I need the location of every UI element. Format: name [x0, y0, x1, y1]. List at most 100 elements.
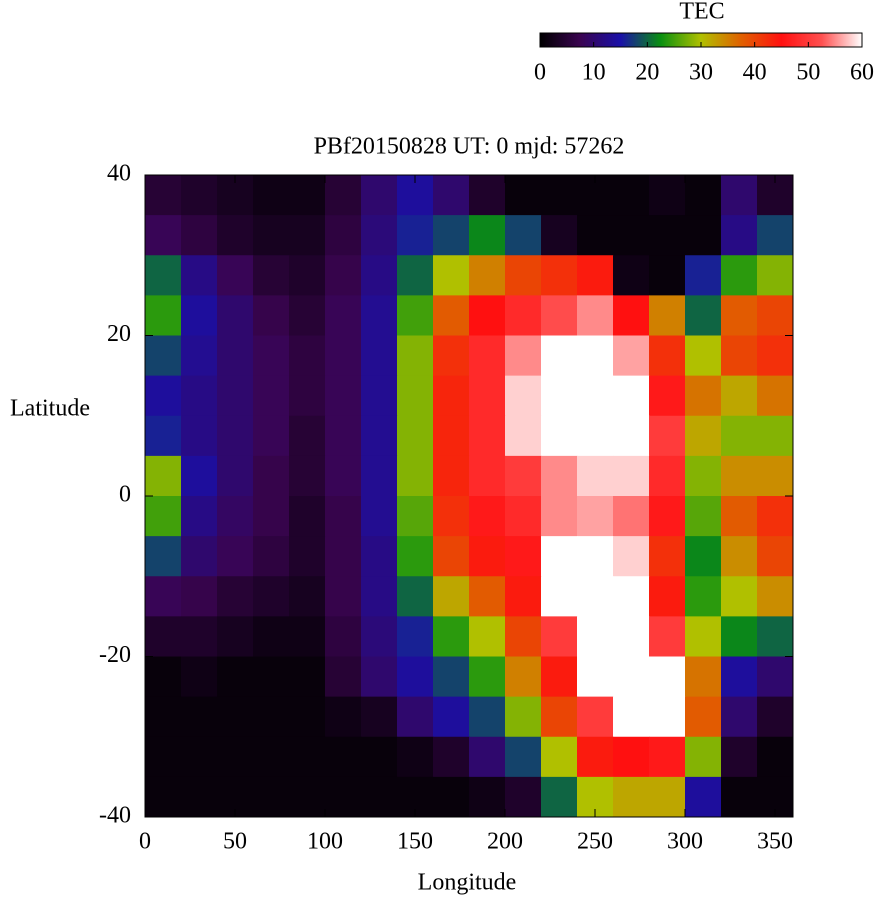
heatmap-cell: [397, 215, 434, 256]
heatmap-cell: [757, 616, 794, 657]
heatmap-cell: [325, 536, 362, 577]
heatmap-cell: [325, 415, 362, 457]
heatmap-cell: [649, 696, 686, 738]
heatmap-cell: [757, 496, 794, 537]
heatmap-cell: [649, 455, 686, 497]
heatmap-cell: [289, 496, 326, 537]
heatmap-cell: [685, 576, 722, 617]
heatmap-cell: [289, 255, 326, 296]
heatmap-cell: [253, 616, 290, 657]
heatmap-cell: [505, 496, 542, 537]
heatmap-cell: [757, 215, 794, 256]
heatmap-cell: [289, 335, 326, 377]
heatmap-cell: [217, 295, 254, 336]
heatmap-cell: [505, 616, 542, 657]
heatmap-cell: [613, 335, 650, 377]
heatmap-cell: [253, 295, 290, 336]
heatmap-cell: [577, 736, 614, 778]
heatmap-cell: [649, 496, 686, 537]
heatmap-cell: [649, 335, 686, 377]
heatmap-cell: [181, 335, 218, 377]
heatmap-cell: [361, 335, 398, 377]
heatmap-cell: [433, 776, 470, 818]
heatmap-cell: [181, 255, 218, 296]
heatmap-cell: [613, 656, 650, 698]
heatmap-cell: [577, 616, 614, 657]
heatmap-cell: [325, 616, 362, 657]
heatmap-cell: [289, 415, 326, 457]
heatmap-cell: [253, 656, 290, 698]
heatmap-cell: [649, 776, 686, 818]
heatmap-cell: [145, 736, 182, 778]
heatmap-cell: [181, 776, 218, 818]
heatmap-cell: [361, 375, 398, 417]
heatmap-cell: [289, 576, 326, 617]
heatmap-cell: [325, 696, 362, 738]
heatmap-cell: [181, 295, 218, 336]
heatmap-cell: [505, 175, 542, 216]
heatmap-cell: [685, 696, 722, 738]
heatmap-cell: [757, 656, 794, 698]
y-tick-label: 40: [107, 161, 131, 187]
x-tick-label: 100: [307, 829, 343, 855]
heatmap-cell: [613, 576, 650, 617]
heatmap-cell: [757, 295, 794, 336]
heatmap-cell: [217, 375, 254, 417]
heatmap-cell: [253, 696, 290, 738]
heatmap-cell: [361, 616, 398, 657]
heatmap-cell: [325, 656, 362, 698]
heatmap-cell: [181, 175, 218, 216]
heatmap-cell: [361, 656, 398, 698]
colorbar-tick-label: 50: [796, 60, 820, 86]
heatmap-cell: [721, 375, 758, 417]
heatmap-cell: [541, 415, 578, 457]
heatmap-cell: [397, 295, 434, 336]
heatmap-cell: [613, 255, 650, 296]
heatmap-cell: [361, 536, 398, 577]
heatmap-cell: [685, 335, 722, 377]
heatmap-cell: [145, 375, 182, 417]
heatmap-cell: [145, 215, 182, 256]
heatmap-cell: [649, 656, 686, 698]
heatmap-cell: [397, 696, 434, 738]
colorbar-tick-label: 60: [850, 60, 874, 86]
heatmap-cell: [613, 496, 650, 537]
heatmap-cell: [433, 415, 470, 457]
heatmap-cell: [397, 536, 434, 577]
heatmap-cell: [721, 656, 758, 698]
heatmap-cell: [433, 215, 470, 256]
colorbar-label: TEC: [679, 0, 724, 25]
heatmap-cell: [757, 455, 794, 497]
y-tick-label: 20: [107, 321, 131, 347]
heatmap-cell: [505, 335, 542, 377]
heatmap-cell: [181, 736, 218, 778]
heatmap-cell: [325, 375, 362, 417]
heatmap-cell: [469, 776, 506, 818]
heatmap-cell: [541, 295, 578, 336]
heatmap-cell: [433, 255, 470, 296]
heatmap-cell: [541, 215, 578, 256]
heatmap-cell: [613, 175, 650, 216]
heatmap-cell: [505, 656, 542, 698]
heatmap-cell: [721, 576, 758, 617]
heatmap-cell: [361, 415, 398, 457]
heatmap-cell: [361, 696, 398, 738]
heatmap-cell: [541, 656, 578, 698]
heatmap-cell: [469, 415, 506, 457]
heatmap-cell: [361, 215, 398, 256]
heatmap-cell: [649, 736, 686, 778]
heatmap-cell: [181, 215, 218, 256]
heatmap-cell: [433, 576, 470, 617]
heatmap-cell: [433, 496, 470, 537]
heatmap-cell: [253, 496, 290, 537]
heatmap-cell: [145, 616, 182, 657]
heatmap-cell: [145, 415, 182, 457]
heatmap-cell: [613, 295, 650, 336]
heatmap-cell: [469, 736, 506, 778]
heatmap-cell: [217, 736, 254, 778]
heatmap-cell: [469, 255, 506, 296]
heatmap-cell: [217, 335, 254, 377]
heatmap-cell: [289, 295, 326, 336]
heatmap-cell: [505, 455, 542, 497]
